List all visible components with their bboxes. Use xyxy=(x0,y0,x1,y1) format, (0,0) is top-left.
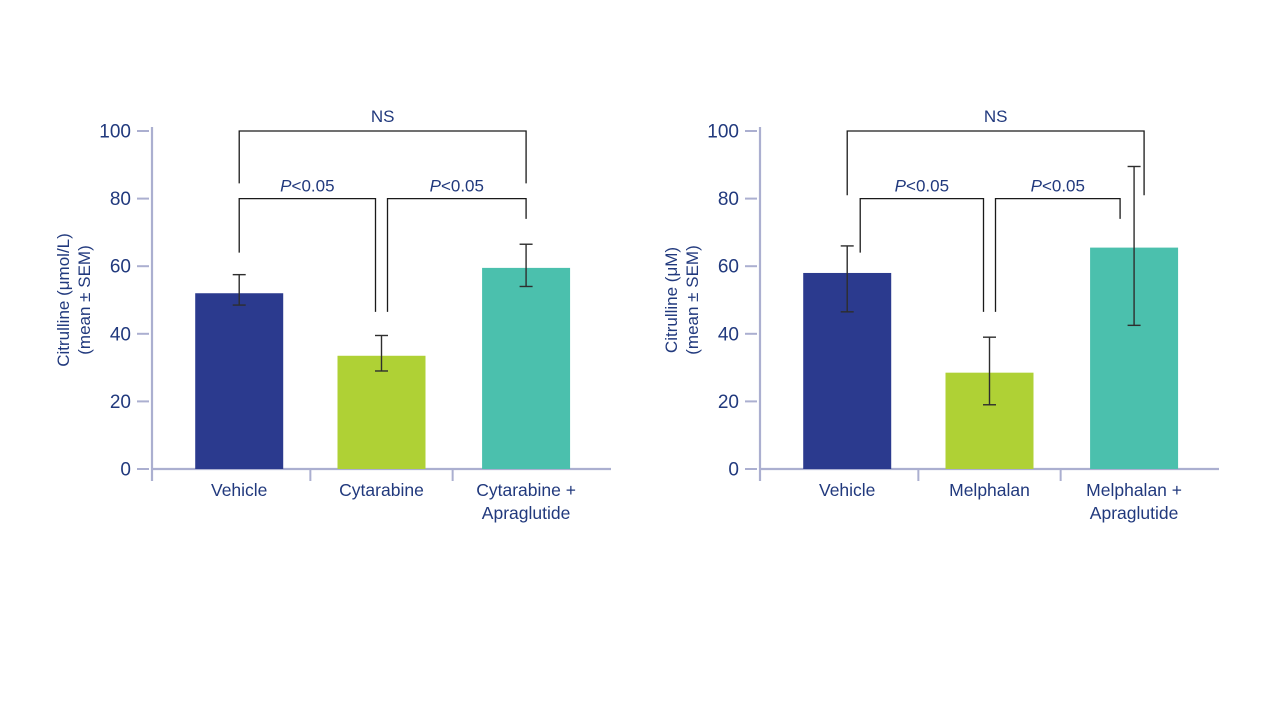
y-axis-title: Citrulline (μmol/L) xyxy=(54,233,73,367)
significance-bracket xyxy=(238,197,377,312)
y-tick-label: 0 xyxy=(728,460,739,481)
significance-label: P<0.05 xyxy=(430,177,484,196)
y-tick-label: 80 xyxy=(110,189,131,210)
bar-cytarabine- xyxy=(482,267,571,469)
significance-bracket xyxy=(994,197,1121,312)
significance-label: P<0.05 xyxy=(895,177,949,196)
bar-chart-svg: 0 20 40 60 80 100 Citrulline (μM) (mean ± SEM) V… xyxy=(662,107,1219,523)
y-tick-label: 100 xyxy=(707,122,739,143)
significance-bracket xyxy=(386,197,527,312)
category-label: Apraglutide xyxy=(1090,503,1179,523)
bar-chart-svg: 0 20 40 60 80 100 Citrulline (μmol/L) (mean ± S… xyxy=(54,107,611,523)
category-label: Melphalan xyxy=(949,480,1030,500)
y-tick-label: 20 xyxy=(110,392,131,413)
category-label: Cytarabine xyxy=(339,480,424,500)
y-tick-label: 40 xyxy=(718,324,739,345)
significance-bracket xyxy=(859,197,985,312)
y-tick-label: 80 xyxy=(718,189,739,210)
y-axis-title: (mean ± SEM) xyxy=(75,245,94,354)
y-axis-title: (mean ± SEM) xyxy=(683,245,702,354)
significance-bracket xyxy=(238,130,527,184)
chart-melphalan-citrulline: 0 20 40 60 80 100 Citrulline (μM) (mean ± SEM) V… xyxy=(642,86,1247,551)
y-axis-title: Citrulline (μM) xyxy=(662,247,681,353)
significance-bracket xyxy=(846,130,1145,196)
chart-cytarabine-citrulline: 0 20 40 60 80 100 Citrulline (μmol/L) (mean ± S… xyxy=(34,86,639,551)
significance-label: P<0.05 xyxy=(1031,177,1085,196)
category-label: Apraglutide xyxy=(482,503,571,523)
significance-label: NS xyxy=(371,107,395,126)
y-tick-label: 60 xyxy=(110,257,131,278)
y-tick-label: 100 xyxy=(99,122,131,143)
y-tick-label: 60 xyxy=(718,257,739,278)
bar-vehicle xyxy=(195,293,284,469)
category-label: Vehicle xyxy=(211,480,267,500)
bar-cytarabine xyxy=(337,355,426,469)
y-tick-label: 0 xyxy=(120,460,131,481)
category-label: Cytarabine + xyxy=(476,480,576,500)
y-tick-label: 40 xyxy=(110,324,131,345)
significance-label: NS xyxy=(984,107,1008,126)
category-label: Melphalan + xyxy=(1086,480,1182,500)
significance-label: P<0.05 xyxy=(280,177,334,196)
category-label: Vehicle xyxy=(819,480,875,500)
y-tick-label: 20 xyxy=(718,392,739,413)
